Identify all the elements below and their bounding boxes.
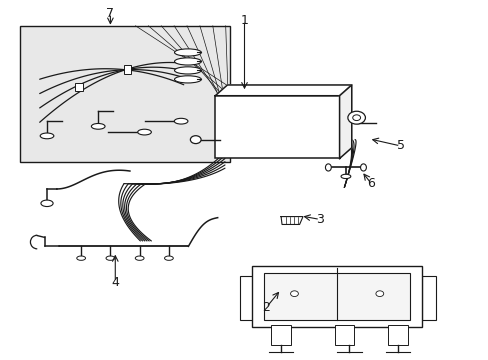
Ellipse shape (190, 136, 201, 144)
Bar (271, 325, 290, 345)
Bar (387, 325, 407, 345)
Circle shape (347, 111, 365, 124)
Bar (239, 276, 253, 320)
Ellipse shape (135, 256, 144, 260)
Polygon shape (339, 85, 351, 158)
Circle shape (352, 115, 360, 121)
Text: 7: 7 (106, 7, 114, 20)
Bar (251, 266, 422, 327)
Text: 3: 3 (316, 213, 324, 226)
Ellipse shape (41, 200, 53, 207)
Bar (422, 276, 435, 320)
Ellipse shape (340, 174, 350, 179)
Bar (75, 83, 82, 91)
Ellipse shape (91, 123, 105, 129)
Polygon shape (281, 217, 303, 225)
Bar (20, 26, 229, 162)
Ellipse shape (174, 49, 201, 56)
Ellipse shape (325, 164, 330, 171)
Text: 1: 1 (240, 14, 248, 27)
Circle shape (290, 291, 298, 297)
Bar (264, 273, 409, 320)
Ellipse shape (77, 256, 85, 260)
Bar (123, 65, 131, 74)
Text: 6: 6 (366, 177, 374, 190)
Text: 2: 2 (262, 301, 270, 314)
Ellipse shape (40, 133, 54, 139)
Text: 5: 5 (396, 139, 404, 152)
Ellipse shape (138, 129, 151, 135)
Ellipse shape (164, 256, 173, 260)
Ellipse shape (174, 58, 201, 65)
Text: 4: 4 (111, 276, 119, 289)
Ellipse shape (174, 118, 187, 124)
Circle shape (375, 291, 383, 297)
Bar (215, 96, 339, 158)
Ellipse shape (360, 164, 366, 171)
Ellipse shape (106, 256, 115, 260)
Ellipse shape (174, 67, 201, 74)
Bar (334, 325, 353, 345)
Polygon shape (215, 85, 351, 96)
Ellipse shape (174, 76, 201, 83)
